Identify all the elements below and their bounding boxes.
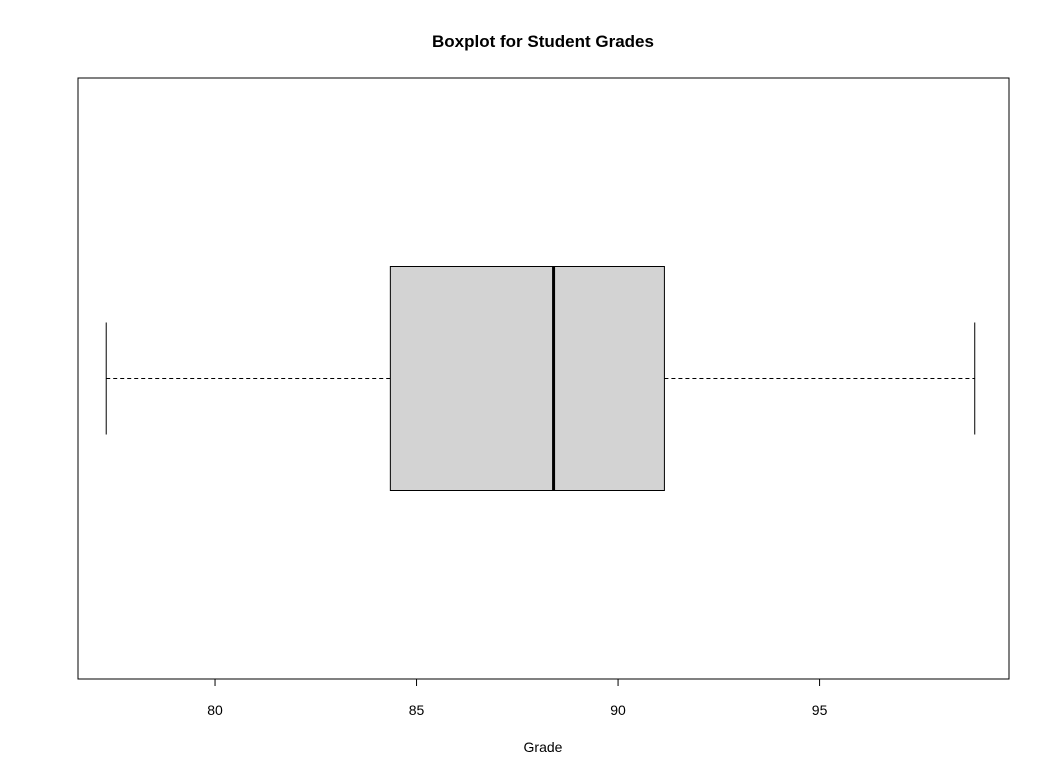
boxplot-layer <box>105 266 976 491</box>
x-tick-label-80: 80 <box>207 702 223 718</box>
chart-title: Boxplot for Student Grades <box>432 32 654 51</box>
x-tick-label-85: 85 <box>409 702 425 718</box>
x-axis: 80 85 90 95 <box>207 678 828 718</box>
x-axis-label: Grade <box>524 739 563 755</box>
iqr-box <box>389 266 665 491</box>
x-tick-label-90: 90 <box>610 702 626 718</box>
x-tick-label-95: 95 <box>812 702 828 718</box>
